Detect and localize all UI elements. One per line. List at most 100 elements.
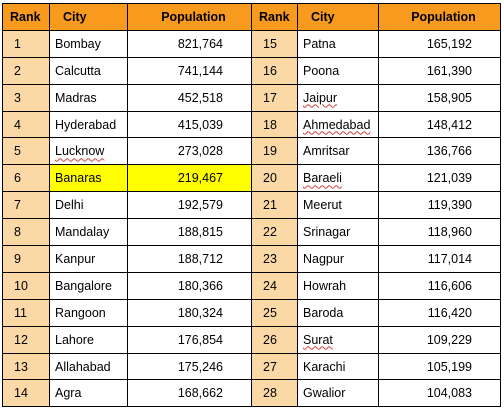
population-cell[interactable]: 821,764 (127, 29, 252, 58)
city-cell[interactable]: Nagpur (297, 245, 379, 273)
city-cell[interactable]: Madras (49, 83, 128, 112)
city-cell[interactable]: Patna (297, 29, 379, 58)
city-cell[interactable]: Surat (297, 325, 379, 354)
rank-cell[interactable]: 25 (251, 298, 298, 327)
population-cell[interactable]: 168,662 (127, 379, 252, 408)
population-cell[interactable]: 165,192 (378, 29, 501, 58)
population-cell[interactable]: 105,199 (378, 352, 501, 381)
table-row: 11 Rangoon 180,324 25 Baroda 116,420 (2, 298, 501, 327)
rank-cell[interactable]: 7 (2, 191, 50, 220)
rank-cell[interactable]: 2 (2, 56, 50, 85)
population-cell[interactable]: 741,144 (127, 56, 252, 85)
rank-cell[interactable]: 14 (2, 379, 50, 408)
rank-cell[interactable]: 27 (251, 352, 298, 381)
rank-cell[interactable]: 22 (251, 218, 298, 247)
table-row: 1 Bombay 821,764 15 Patna 165,192 (2, 29, 501, 58)
population-cell[interactable]: 119,390 (378, 191, 501, 220)
city-cell[interactable]: Bombay (49, 29, 128, 58)
table-row-highlighted: 6 Banaras 219,467 20 Baraeli 121,039 (2, 164, 501, 193)
city-cell[interactable]: Ahmedabad (297, 110, 379, 139)
rank-cell[interactable]: 28 (251, 379, 298, 408)
city-cell[interactable]: Gwalior (297, 379, 379, 408)
table-row: 2 Calcutta 741,144 16 Poona 161,390 (2, 56, 501, 85)
rank-cell[interactable]: 20 (251, 164, 298, 193)
city-cell[interactable]: Agra (49, 379, 128, 408)
city-cell[interactable]: Allahabad (49, 352, 128, 381)
rank-cell[interactable]: 16 (251, 56, 298, 85)
rank-cell[interactable]: 26 (251, 325, 298, 354)
population-cell[interactable]: 116,606 (378, 271, 501, 300)
population-cell[interactable]: 116,420 (378, 298, 501, 327)
population-cell[interactable]: 175,246 (127, 352, 252, 381)
city-cell[interactable]: Srinagar (297, 218, 379, 247)
rank-cell[interactable]: 12 (2, 325, 50, 354)
population-cell[interactable]: 188,712 (127, 245, 252, 273)
header-rank-left[interactable]: Rank (2, 3, 50, 31)
table-row: 10 Bangalore 180,366 24 Howrah 116,606 (2, 271, 501, 300)
city-cell[interactable]: Meerut (297, 191, 379, 220)
population-cell[interactable]: 188,815 (127, 218, 252, 247)
city-cell[interactable]: Karachi (297, 352, 379, 381)
population-cell[interactable]: 452,518 (127, 83, 252, 112)
city-cell[interactable]: Baroda (297, 298, 379, 327)
rank-cell[interactable]: 9 (2, 245, 50, 273)
rank-cell[interactable]: 4 (2, 110, 50, 139)
rank-cell[interactable]: 8 (2, 218, 50, 247)
population-cell[interactable]: 158,905 (378, 83, 501, 112)
header-population-left[interactable]: Population (127, 3, 252, 31)
population-cell[interactable]: 118,960 (378, 218, 501, 247)
population-cell[interactable]: 192,579 (127, 191, 252, 220)
city-cell[interactable]: Kanpur (49, 245, 128, 273)
rank-cell[interactable]: 21 (251, 191, 298, 220)
city-cell[interactable]: Rangoon (49, 298, 128, 327)
city-cell[interactable]: Lahore (49, 325, 128, 354)
header-city-right[interactable]: City (297, 3, 379, 31)
rank-cell[interactable]: 18 (251, 110, 298, 139)
rank-cell[interactable]: 1 (2, 29, 50, 58)
rank-cell[interactable]: 10 (2, 271, 50, 300)
population-cell[interactable]: 104,083 (378, 379, 501, 408)
population-cell[interactable]: 180,324 (127, 298, 252, 327)
population-cell[interactable]: 136,766 (378, 137, 501, 166)
rank-cell[interactable]: 17 (251, 83, 298, 112)
population-cell[interactable]: 180,366 (127, 271, 252, 300)
city-cell[interactable]: Bangalore (49, 271, 128, 300)
city-cell[interactable]: Delhi (49, 191, 128, 220)
header-rank-right[interactable]: Rank (251, 3, 298, 31)
header-city-left[interactable]: City (49, 3, 128, 31)
table-row: 9 Kanpur 188,712 23 Nagpur 117,014 (2, 245, 501, 273)
population-cell-highlighted[interactable]: 219,467 (127, 164, 252, 193)
header-population-right[interactable]: Population (378, 3, 501, 31)
city-text-spellcheck: Baraeli (303, 171, 342, 186)
city-cell[interactable]: Lucknow (49, 137, 128, 166)
city-cell[interactable]: Jaipur (297, 83, 379, 112)
city-cell[interactable]: Hyderabad (49, 110, 128, 139)
table-row: 7 Delhi 192,579 21 Meerut 119,390 (2, 191, 501, 220)
population-cell[interactable]: 176,854 (127, 325, 252, 354)
city-text-spellcheck: Jaipur (303, 90, 338, 105)
population-cell[interactable]: 273,028 (127, 137, 252, 166)
population-cell[interactable]: 415,039 (127, 110, 252, 139)
rank-cell[interactable]: 23 (251, 245, 298, 273)
city-cell[interactable]: Calcutta (49, 56, 128, 85)
rank-cell[interactable]: 3 (2, 83, 50, 112)
rank-cell[interactable]: 13 (2, 352, 50, 381)
city-cell[interactable]: Mandalay (49, 218, 128, 247)
city-cell[interactable]: Poona (297, 56, 379, 85)
rank-cell[interactable]: 19 (251, 137, 298, 166)
city-cell[interactable]: Howrah (297, 271, 379, 300)
population-cell[interactable]: 109,229 (378, 325, 501, 354)
population-cell[interactable]: 117,014 (378, 245, 501, 273)
population-cell[interactable]: 161,390 (378, 56, 501, 85)
rank-cell[interactable]: 15 (251, 29, 298, 58)
rank-cell[interactable]: 6 (2, 164, 50, 193)
city-cell-highlighted[interactable]: Banaras (49, 164, 128, 193)
city-text-spellcheck: Surat (303, 332, 333, 347)
rank-cell[interactable]: 24 (251, 271, 298, 300)
rank-cell[interactable]: 11 (2, 298, 50, 327)
population-cell[interactable]: 121,039 (378, 164, 501, 193)
city-cell[interactable]: Baraeli (297, 164, 379, 193)
population-cell[interactable]: 148,412 (378, 110, 501, 139)
rank-cell[interactable]: 5 (2, 137, 50, 166)
city-cell[interactable]: Amritsar (297, 137, 379, 166)
